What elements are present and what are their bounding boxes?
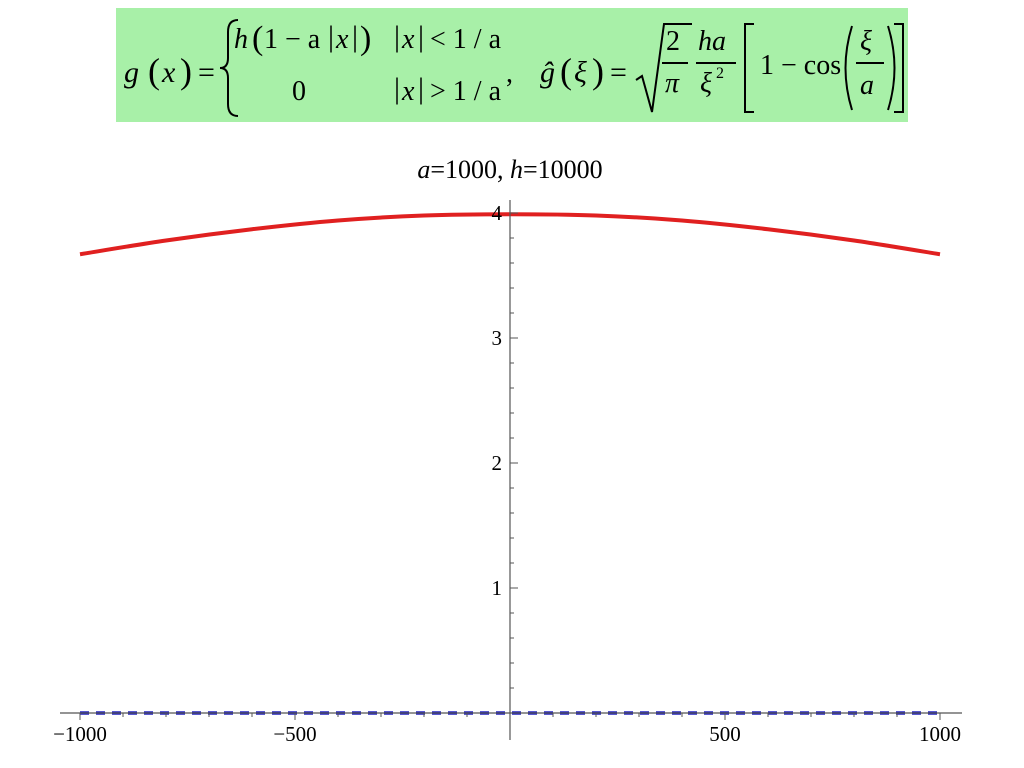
formula-row1-bar1: |	[328, 20, 335, 53]
formula-g-arg: x	[162, 56, 176, 89]
formula-eq-1: =	[198, 56, 215, 89]
formula-comma: ,	[506, 58, 513, 89]
chart-title-part: a	[417, 155, 430, 184]
chart-title-part: h	[510, 155, 523, 184]
y-tick-label: 4	[492, 201, 503, 225]
formula-abs-left-1: |	[394, 20, 401, 53]
formula-ghat-paren-left: (	[560, 51, 572, 91]
formula-eq-2: =	[610, 56, 627, 89]
formula-frac1-den: π	[665, 68, 680, 99]
x-tick-label: 500	[709, 722, 741, 746]
formula-paren-big-right-icon	[887, 25, 896, 111]
formula-frac3-num: ξ	[860, 26, 872, 57]
chart-title: a=1000, h=10000	[417, 155, 602, 184]
formula-row1-bar2: |	[352, 20, 359, 53]
formula-frac2-bar	[696, 62, 736, 64]
chart-title-part: =10000	[523, 155, 603, 184]
formula-frac3-den: a	[860, 70, 874, 101]
formula-ghat-lhs: ĝ	[540, 56, 555, 89]
formula-frac1-bar	[662, 62, 688, 64]
formula-sqrt-icon	[635, 23, 692, 113]
formula-brace-icon	[219, 19, 239, 117]
formula-paren-big-left-icon	[844, 25, 853, 111]
formula-cond1-x: x	[402, 24, 415, 55]
formula-box: g ( x ) = h ( 1 − a | x | ) | x | < 1 / …	[116, 8, 908, 122]
formula-bracket-one: 1 − cos	[760, 50, 842, 81]
formula-row1-paren-close: )	[360, 20, 372, 57]
x-tick-label: −500	[273, 722, 316, 746]
chart-title-part: =1000,	[430, 155, 510, 184]
y-tick-label: 1	[492, 576, 503, 600]
formula-cond2-x: x	[402, 76, 415, 107]
formula-ghat-paren-right: )	[592, 51, 604, 91]
formula-frac2-den: ξ	[700, 68, 712, 99]
formula-frac3-bar	[856, 62, 884, 64]
formula-abs-left-2: |	[394, 72, 401, 105]
formula-row1-paren: (	[252, 20, 264, 57]
formula-g-lhs: g	[124, 56, 139, 89]
formula-frac1-num: 2	[666, 26, 680, 57]
formula-ghat-arg: ξ	[574, 56, 587, 89]
formula-row1-rest: 1 − a	[264, 24, 321, 55]
formula-row1-x: x	[336, 24, 349, 55]
formula-frac2-num: ha	[698, 26, 726, 57]
formula-frac2-exp: 2	[716, 65, 724, 82]
formula-abs-right-2: |	[418, 72, 425, 105]
formula-cond1: < 1 / a	[430, 24, 501, 55]
formula-cond2: > 1 / a	[430, 76, 501, 107]
formula-paren-right: )	[180, 51, 192, 91]
formula-row1-h: h	[234, 24, 248, 55]
formula-abs-right-1: |	[418, 20, 425, 53]
formula-bracket-right-icon	[894, 23, 904, 113]
x-tick-label: 1000	[919, 722, 961, 746]
formula-paren-left: (	[148, 51, 160, 91]
formula-row2-zero: 0	[292, 76, 306, 107]
y-tick-label: 3	[492, 326, 503, 350]
x-tick-label: −1000	[53, 722, 107, 746]
formula-bracket-left-icon	[744, 23, 754, 113]
y-tick-label: 2	[492, 451, 503, 475]
